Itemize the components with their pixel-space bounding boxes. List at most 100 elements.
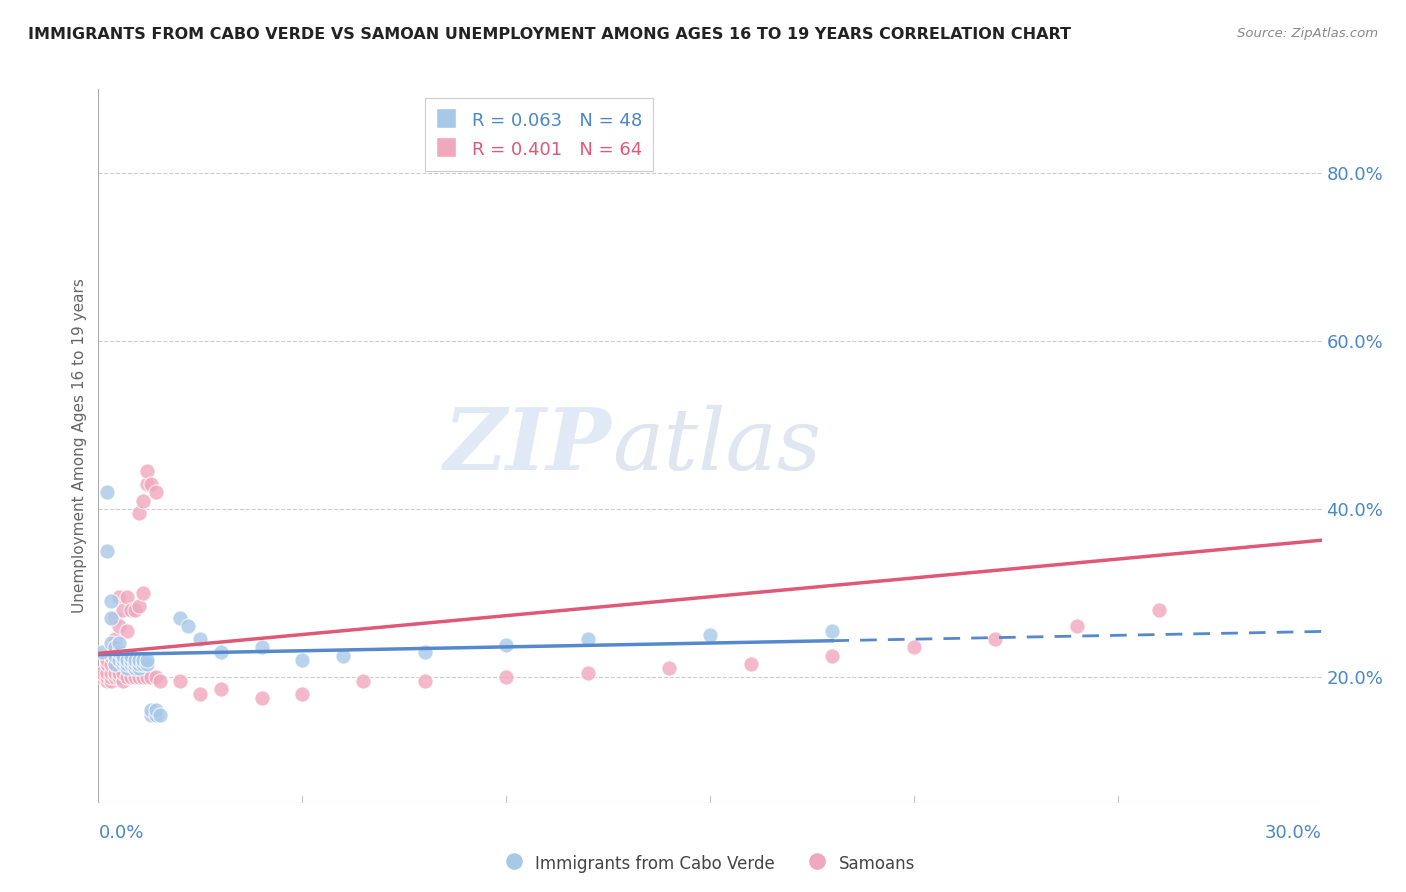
Point: [136, 653, 159, 667]
Point: [115, 624, 138, 638]
Point: [658, 661, 681, 675]
Point: [111, 674, 134, 689]
Point: [96, 485, 118, 500]
Point: [104, 657, 127, 672]
Point: [108, 645, 131, 659]
Point: [740, 657, 762, 672]
Point: [128, 661, 150, 675]
Point: [132, 586, 155, 600]
Point: [1147, 603, 1170, 617]
Point: [136, 476, 159, 491]
Point: [136, 670, 159, 684]
Point: [136, 464, 159, 478]
Point: [100, 645, 122, 659]
Point: [104, 670, 127, 684]
Point: [120, 653, 142, 667]
Point: [96, 657, 118, 672]
Point: [250, 640, 273, 655]
Point: [91, 645, 114, 659]
Point: [96, 653, 118, 667]
Point: [188, 687, 212, 701]
Point: [145, 485, 167, 500]
Point: [111, 665, 134, 680]
Point: [576, 665, 599, 680]
Text: ZIP: ZIP: [444, 404, 612, 488]
Point: [332, 648, 354, 663]
Point: [145, 703, 167, 717]
Point: [984, 632, 1007, 646]
Point: [124, 661, 146, 675]
Point: [124, 653, 146, 667]
Point: [96, 670, 118, 684]
Point: [132, 657, 155, 672]
Point: [108, 636, 131, 650]
Point: [495, 670, 517, 684]
Point: [145, 670, 167, 684]
Point: [120, 603, 142, 617]
Point: [291, 653, 314, 667]
Point: [100, 674, 122, 689]
Point: [250, 690, 273, 705]
Point: [96, 674, 118, 689]
Point: [145, 707, 167, 722]
Point: [100, 648, 122, 663]
Point: [128, 599, 150, 613]
Point: [132, 653, 155, 667]
Text: atlas: atlas: [612, 405, 821, 487]
Legend: Immigrants from Cabo Verde, Samoans: Immigrants from Cabo Verde, Samoans: [499, 847, 921, 880]
Point: [128, 670, 150, 684]
Point: [209, 645, 232, 659]
Text: 30.0%: 30.0%: [1265, 824, 1322, 842]
Point: [115, 653, 138, 667]
Point: [120, 670, 142, 684]
Point: [104, 657, 127, 672]
Point: [128, 653, 150, 667]
Point: [100, 594, 122, 608]
Point: [141, 703, 163, 717]
Point: [100, 657, 122, 672]
Point: [124, 603, 146, 617]
Text: Source: ZipAtlas.com: Source: ZipAtlas.com: [1237, 27, 1378, 40]
Point: [104, 665, 127, 680]
Point: [149, 674, 172, 689]
Point: [104, 640, 127, 655]
Point: [100, 636, 122, 650]
Point: [104, 632, 127, 646]
Point: [120, 657, 142, 672]
Point: [209, 682, 232, 697]
Point: [108, 670, 131, 684]
Point: [188, 632, 212, 646]
Point: [96, 544, 118, 558]
Point: [576, 632, 599, 646]
Point: [115, 661, 138, 675]
Point: [132, 670, 155, 684]
Point: [141, 707, 163, 722]
Point: [1066, 619, 1088, 633]
Point: [111, 653, 134, 667]
Point: [124, 670, 146, 684]
Point: [128, 506, 150, 520]
Point: [108, 590, 131, 604]
Point: [136, 657, 159, 672]
Point: [115, 657, 138, 672]
Point: [91, 670, 114, 684]
Point: [115, 590, 138, 604]
Point: [413, 645, 436, 659]
Point: [169, 674, 191, 689]
Point: [291, 687, 314, 701]
Point: [115, 670, 138, 684]
Point: [100, 665, 122, 680]
Point: [177, 619, 200, 633]
Point: [108, 619, 131, 633]
Text: 0.0%: 0.0%: [98, 824, 143, 842]
Point: [821, 648, 844, 663]
Point: [108, 665, 131, 680]
Text: IMMIGRANTS FROM CABO VERDE VS SAMOAN UNEMPLOYMENT AMONG AGES 16 TO 19 YEARS CORR: IMMIGRANTS FROM CABO VERDE VS SAMOAN UNE…: [28, 27, 1071, 42]
Point: [108, 653, 131, 667]
Point: [149, 707, 172, 722]
Point: [124, 657, 146, 672]
Point: [108, 653, 131, 667]
Point: [821, 624, 844, 638]
Point: [104, 648, 127, 663]
Point: [111, 657, 134, 672]
